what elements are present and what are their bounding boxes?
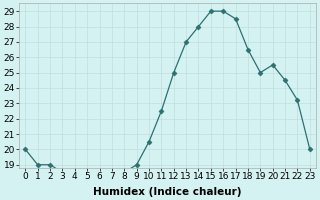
X-axis label: Humidex (Indice chaleur): Humidex (Indice chaleur) — [93, 187, 242, 197]
